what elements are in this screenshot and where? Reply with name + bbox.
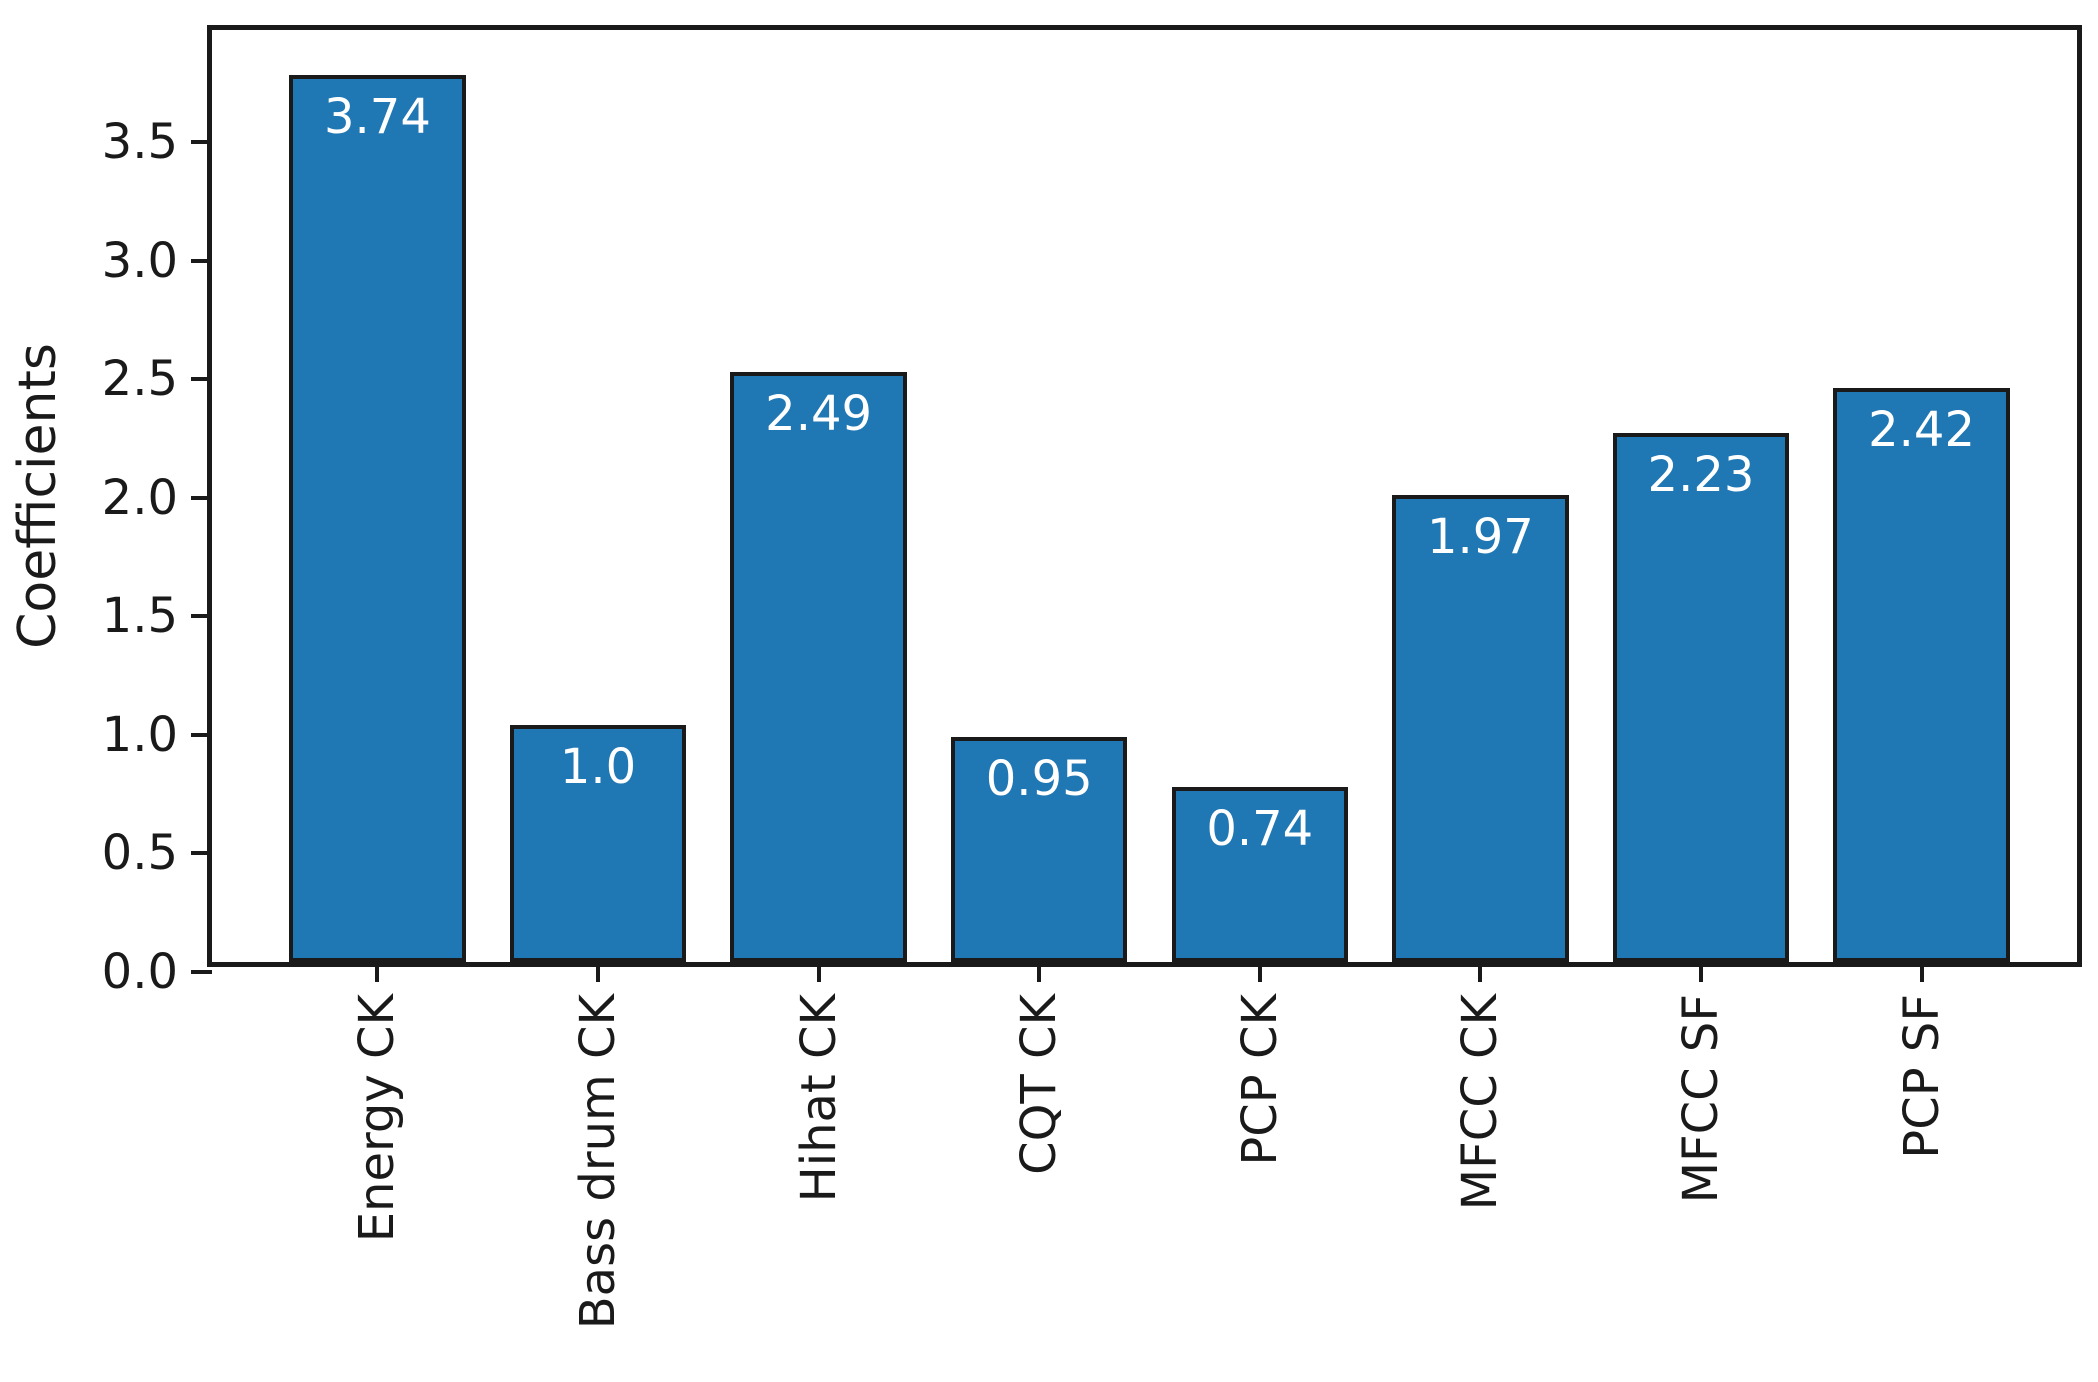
x-tick-mark (596, 962, 601, 982)
y-tick-label: 2.0 (101, 469, 178, 526)
x-tick-label-hihat-ck: Hihat CK (790, 994, 847, 1203)
y-tick-label: 0.5 (101, 825, 178, 882)
bar-value-label: 1.97 (1426, 508, 1534, 565)
bar-mfcc-sf: 2.23 (1612, 433, 1790, 962)
y-tick-mark (191, 851, 212, 856)
bar-pcp-ck: 0.74 (1171, 786, 1349, 962)
x-tick-mark (1478, 962, 1483, 982)
x-tick-label-cqt-ck: CQT CK (1011, 994, 1068, 1175)
y-tick-label: 1.0 (101, 706, 178, 763)
y-tick-label: 3.0 (101, 232, 178, 289)
x-tick-mark (1257, 962, 1262, 982)
y-tick-mark (191, 139, 212, 144)
plot-area: 0.0 0.5 1.0 1.5 2.0 2.5 3.0 3.5 3.74 Energy CK 1.0… (102, 25, 2082, 1329)
y-tick-mark (191, 970, 212, 974)
x-tick-label-mfcc-ck: MFCC CK (1452, 994, 1509, 1211)
x-tick-mark (816, 962, 821, 982)
bar-value-label: 2.42 (1868, 402, 1975, 459)
x-tick-mark (1919, 962, 1924, 982)
y-axis-label: Coefficients (8, 343, 68, 649)
bar-hihat-ck: 2.49 (730, 371, 907, 962)
bar-cqt-ck: 0.95 (950, 736, 1128, 962)
x-tick-mark (1037, 962, 1042, 982)
bar-value-label: 0.95 (985, 750, 1093, 807)
bar-value-label: 2.49 (765, 385, 873, 442)
x-tick-label-pcp-sf: PCP SF (1893, 994, 1950, 1159)
x-tick-label-energy-ck: Energy CK (349, 994, 406, 1243)
bar-pcp-sf: 2.42 (1833, 388, 2010, 962)
y-tick-mark (191, 377, 212, 382)
x-tick-mark (375, 962, 380, 982)
bar-value-label: 3.74 (324, 89, 431, 146)
x-tick-label-bass-drum-ck: Bass drum CK (569, 994, 626, 1330)
x-tick-label-mfcc-sf: MFCC SF (1672, 994, 1729, 1204)
bar-value-label: 2.23 (1647, 447, 1755, 504)
bar-energy-ck: 3.74 (289, 75, 466, 962)
y-tick-mark (191, 258, 212, 263)
y-tick-label: 1.5 (101, 588, 178, 645)
bar-value-label: 0.74 (1206, 800, 1314, 857)
y-tick-label: 2.5 (101, 351, 178, 408)
y-tick-mark (191, 614, 212, 619)
x-tick-mark (1698, 962, 1703, 982)
y-tick-label: 3.5 (101, 113, 178, 170)
y-tick-mark (191, 732, 212, 737)
y-tick-label: 0.0 (101, 944, 178, 1000)
bar-bass-drum-ck: 1.0 (509, 724, 687, 962)
bar-value-label: 1.0 (559, 738, 637, 795)
bar-mfcc-ck: 1.97 (1392, 494, 1569, 962)
x-tick-label-pcp-ck: PCP CK (1231, 994, 1288, 1166)
y-tick-mark (191, 495, 212, 500)
